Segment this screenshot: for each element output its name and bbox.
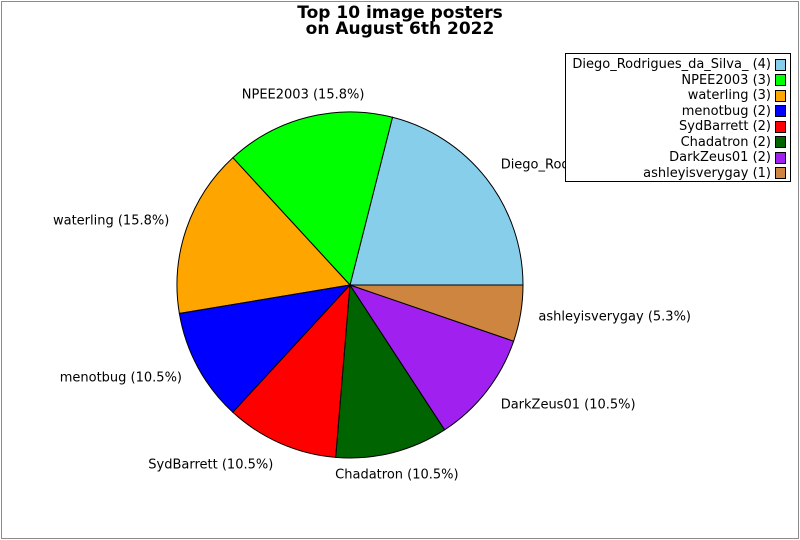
- legend-color-swatch: [775, 167, 786, 180]
- pie-slice-DarkZeus01: [348, 284, 515, 431]
- legend-color-swatch: [775, 120, 786, 133]
- legend-row-NPEE2003: NPEE2003 (3): [570, 73, 786, 89]
- legend-row-menotbug: menotbug (2): [570, 104, 786, 120]
- legend-row-ashleyisverygay: ashleyisverygay (1): [570, 166, 786, 182]
- legend-label: Chadatron (2): [680, 134, 771, 150]
- pie-slice-waterling: [176, 157, 351, 315]
- legend-label: ashleyisverygay (1): [643, 165, 771, 181]
- legend-label: SydBarrett (2): [679, 119, 771, 134]
- pie-slice-Diego_Rodrigues_da_Silva_: [349, 116, 524, 286]
- legend-label: NPEE2003 (3): [681, 72, 771, 88]
- pie-slice-NPEE2003: [232, 111, 394, 287]
- legend-label: DarkZeus01 (2): [669, 150, 771, 165]
- chart-title-line1: Top 10 image posters: [297, 3, 503, 23]
- legend-color-swatch: [775, 136, 786, 149]
- pie-slice-Chadatron: [335, 283, 446, 459]
- legend-color-swatch: [775, 74, 786, 87]
- legend-color-swatch: [775, 58, 786, 71]
- pie-slice-menotbug: [178, 284, 352, 413]
- legend-color-swatch: [775, 151, 786, 164]
- pie-slice-SydBarrett: [232, 283, 351, 458]
- legend-row-Diego_Rodrigues_da_Silva_: Diego_Rodrigues_da_Silva_ (4): [570, 57, 786, 73]
- legend-row-SydBarrett: SydBarrett (2): [570, 119, 786, 135]
- legend-row-DarkZeus01: DarkZeus01 (2): [570, 150, 786, 166]
- legend-row-Chadatron: Chadatron (2): [570, 135, 786, 151]
- legend-color-swatch: [775, 105, 786, 118]
- legend-row-waterling: waterling (3): [570, 88, 786, 104]
- legend-label: Diego_Rodrigues_da_Silva_ (4): [572, 57, 771, 72]
- legend-label: menotbug (2): [681, 103, 771, 119]
- legend: Diego_Rodrigues_da_Silva_ (4) NPEE2003 (3…: [565, 53, 791, 182]
- pie-slice-ashleyisverygay: [349, 284, 524, 342]
- chart-title-line2: on August 6th 2022: [305, 19, 495, 39]
- legend-color-swatch: [775, 89, 786, 102]
- legend-label: waterling (3): [687, 88, 771, 103]
- chart-title: Top 10 image posters on August 6th 2022: [0, 3, 800, 39]
